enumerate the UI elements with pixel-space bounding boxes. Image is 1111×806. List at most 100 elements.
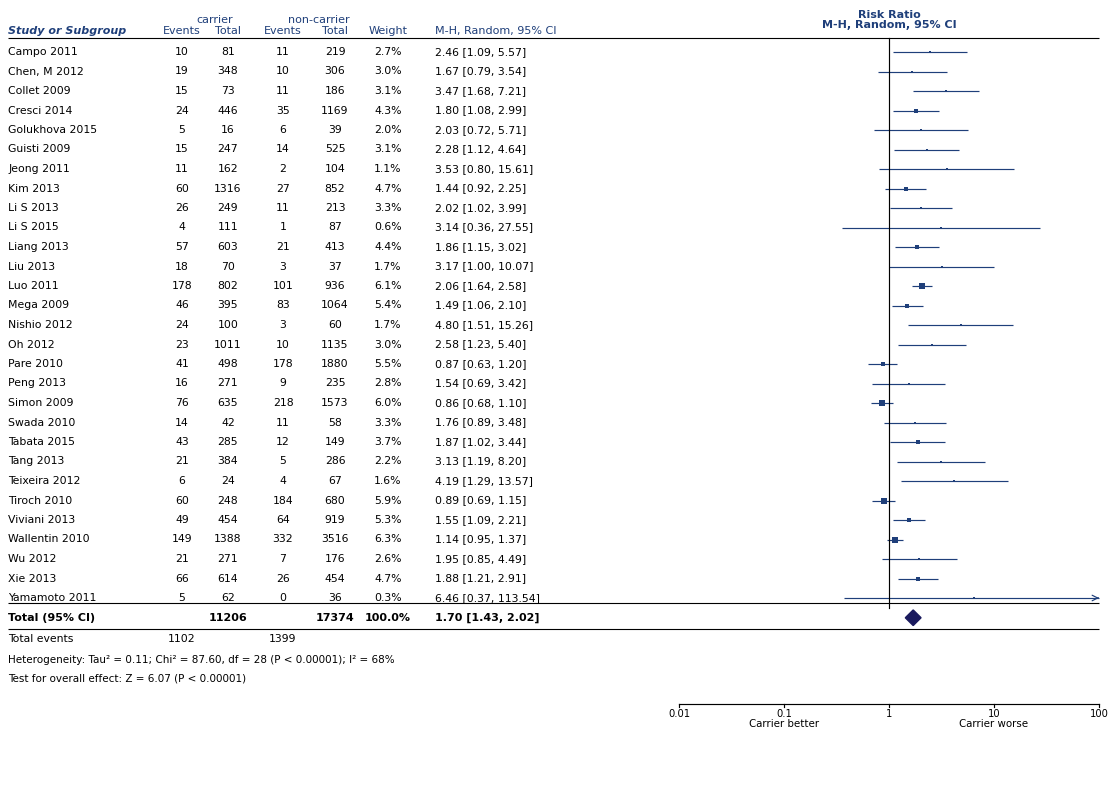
Text: 11: 11 [176,164,189,174]
Text: carrier: carrier [197,15,233,25]
Text: 24: 24 [221,476,234,486]
Text: 306: 306 [324,67,346,77]
Text: 1388: 1388 [214,534,242,545]
Text: 852: 852 [324,184,346,193]
Text: 27: 27 [277,184,290,193]
Text: 3516: 3516 [321,534,349,545]
Text: 1.88 [1.21, 2.91]: 1.88 [1.21, 2.91] [436,574,527,584]
Text: Total events: Total events [8,634,73,644]
Text: 5: 5 [179,593,186,603]
Text: 12: 12 [277,437,290,447]
Text: 10: 10 [276,339,290,350]
Text: 1.87 [1.02, 3.44]: 1.87 [1.02, 3.44] [436,437,527,447]
Text: 162: 162 [218,164,239,174]
Text: Mega 2009: Mega 2009 [8,301,69,310]
Text: 6: 6 [280,125,287,135]
Text: 21: 21 [277,242,290,252]
Text: 395: 395 [218,301,239,310]
Text: 3.1%: 3.1% [374,86,402,96]
Text: 10: 10 [988,708,1000,719]
Text: 149: 149 [172,534,192,545]
Text: Liang 2013: Liang 2013 [8,242,69,252]
Text: 635: 635 [218,398,239,408]
Polygon shape [905,610,921,625]
Text: 21: 21 [176,456,189,467]
Text: Heterogeneity: Tau² = 0.11; Chi² = 87.60, df = 28 (P < 0.00001); I² = 68%: Heterogeneity: Tau² = 0.11; Chi² = 87.60… [8,654,394,665]
Text: 26: 26 [277,574,290,584]
Text: Xie 2013: Xie 2013 [8,574,57,584]
Text: 525: 525 [324,144,346,155]
Text: Carrier better: Carrier better [749,719,819,729]
Text: Tang 2013: Tang 2013 [8,456,64,467]
Text: 11206: 11206 [209,613,248,623]
Text: 1.49 [1.06, 2.10]: 1.49 [1.06, 2.10] [436,301,527,310]
Text: Nishio 2012: Nishio 2012 [8,320,72,330]
Text: 384: 384 [218,456,239,467]
Text: 186: 186 [324,86,346,96]
Text: 67: 67 [328,476,342,486]
Text: 2: 2 [280,164,287,174]
Text: 249: 249 [218,203,239,213]
Text: 100: 100 [218,320,239,330]
Text: 3.14 [0.36, 27.55]: 3.14 [0.36, 27.55] [436,222,533,232]
Text: 3.1%: 3.1% [374,144,402,155]
Text: Golukhova 2015: Golukhova 2015 [8,125,97,135]
Text: 4.80 [1.51, 15.26]: 4.80 [1.51, 15.26] [436,320,533,330]
Text: 87: 87 [328,222,342,232]
Text: Tiroch 2010: Tiroch 2010 [8,496,72,505]
Text: 603: 603 [218,242,239,252]
Text: 1.67 [0.79, 3.54]: 1.67 [0.79, 3.54] [436,67,527,77]
Text: 178: 178 [272,359,293,369]
Text: 1169: 1169 [321,106,349,115]
Text: 0.87 [0.63, 1.20]: 0.87 [0.63, 1.20] [436,359,527,369]
Text: Campo 2011: Campo 2011 [8,47,78,57]
Text: 19: 19 [176,67,189,77]
Text: 58: 58 [328,418,342,427]
Text: 101: 101 [272,281,293,291]
Text: 100.0%: 100.0% [366,613,411,623]
Text: 0.89 [0.69, 1.15]: 0.89 [0.69, 1.15] [436,496,527,505]
Text: 1.86 [1.15, 3.02]: 1.86 [1.15, 3.02] [436,242,527,252]
Text: 60: 60 [176,184,189,193]
Text: Wu 2012: Wu 2012 [8,554,57,564]
Text: 7: 7 [280,554,287,564]
Text: 1: 1 [280,222,287,232]
Text: 213: 213 [324,203,346,213]
Text: 614: 614 [218,574,239,584]
Text: 1.80 [1.08, 2.99]: 1.80 [1.08, 2.99] [436,106,527,115]
Text: 0.01: 0.01 [668,708,690,719]
Text: 21: 21 [176,554,189,564]
Text: 1.70 [1.43, 2.02]: 1.70 [1.43, 2.02] [436,613,540,623]
Text: 64: 64 [277,515,290,525]
Text: Wallentin 2010: Wallentin 2010 [8,534,90,545]
Text: 184: 184 [272,496,293,505]
Text: 2.28 [1.12, 4.64]: 2.28 [1.12, 4.64] [436,144,527,155]
Text: 11: 11 [277,86,290,96]
Text: 0.86 [0.68, 1.10]: 0.86 [0.68, 1.10] [436,398,527,408]
Text: 248: 248 [218,496,239,505]
Text: 2.8%: 2.8% [374,379,402,388]
Text: 15: 15 [176,86,189,96]
Text: 1880: 1880 [321,359,349,369]
Text: 104: 104 [324,164,346,174]
Text: 14: 14 [277,144,290,155]
Text: 271: 271 [218,379,239,388]
Text: 680: 680 [324,496,346,505]
Text: Total: Total [322,26,348,36]
Text: 219: 219 [324,47,346,57]
Text: 83: 83 [277,301,290,310]
Text: 42: 42 [221,418,234,427]
Text: 66: 66 [176,574,189,584]
Text: 60: 60 [328,320,342,330]
Text: 6.46 [0.37, 113.54]: 6.46 [0.37, 113.54] [436,593,540,603]
Text: Viviani 2013: Viviani 2013 [8,515,76,525]
Text: 10: 10 [176,47,189,57]
Text: 0.6%: 0.6% [374,222,402,232]
Text: 247: 247 [218,144,239,155]
Text: 111: 111 [218,222,239,232]
Text: 6.1%: 6.1% [374,281,402,291]
Text: Collet 2009: Collet 2009 [8,86,71,96]
Text: 348: 348 [218,67,239,77]
Text: 62: 62 [221,593,234,603]
Text: Total (95% CI): Total (95% CI) [8,613,96,623]
